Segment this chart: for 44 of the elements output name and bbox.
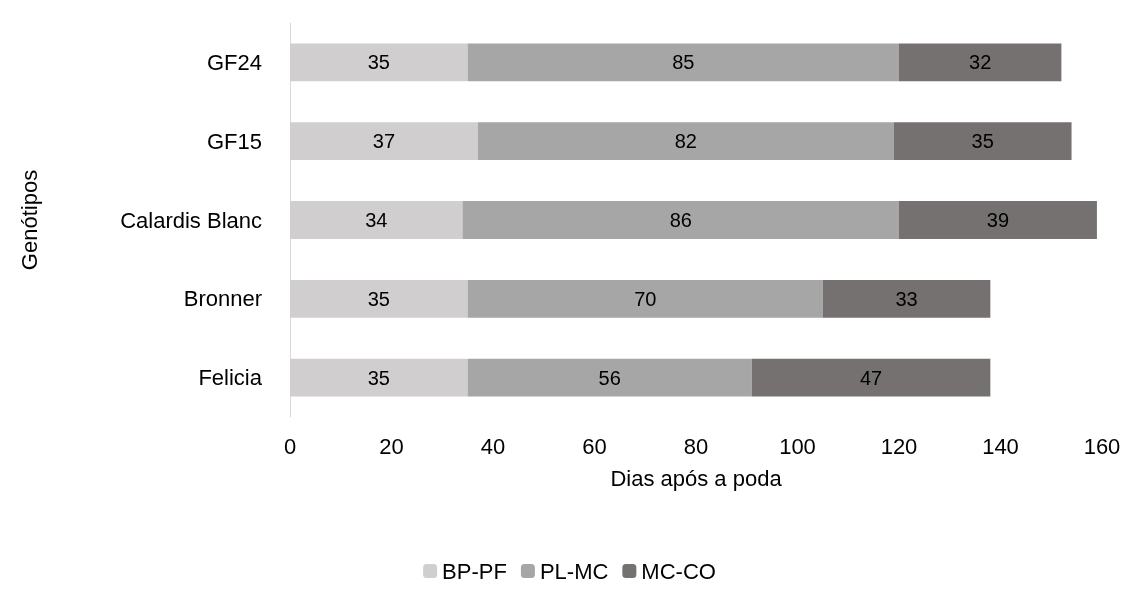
x-tick-label: 100 xyxy=(779,433,816,459)
data-label: 85 xyxy=(672,51,695,74)
x-tick-label: 120 xyxy=(880,433,918,459)
data-label: 82 xyxy=(674,130,697,153)
data-label: 34 xyxy=(365,209,388,231)
bar xyxy=(751,358,991,397)
bar xyxy=(467,279,823,318)
x-tick-label: 160 xyxy=(1083,433,1121,459)
data-label: 47 xyxy=(859,366,883,389)
data-label: 33 xyxy=(895,287,918,310)
x-tick-label: 80 xyxy=(683,433,709,459)
x-tick-label: 140 xyxy=(982,433,1019,459)
y-tick-label: Bronner xyxy=(183,286,262,312)
data-label: 56 xyxy=(598,366,621,389)
y-axis-title: Genótipos xyxy=(16,169,42,271)
bar xyxy=(477,122,894,161)
data-label: 70 xyxy=(634,287,657,310)
bar xyxy=(899,43,1062,82)
bar xyxy=(899,201,1097,239)
x-tick-label: 20 xyxy=(379,433,404,459)
x-tick-label: 0 xyxy=(283,433,297,459)
legend-label: MC-CO xyxy=(641,558,716,584)
bar xyxy=(822,279,991,318)
y-tick-label: Felicia xyxy=(198,365,263,391)
data-label: 39 xyxy=(986,209,1010,231)
bar xyxy=(462,201,899,239)
data-label: 35 xyxy=(367,366,390,389)
bar xyxy=(467,358,752,397)
data-label: 37 xyxy=(372,130,396,153)
x-axis-title: Dias após a poda xyxy=(610,465,783,491)
y-tick-label: Calardis Blanc xyxy=(120,207,262,233)
data-label: 32 xyxy=(969,51,992,74)
legend-label: PL-MC xyxy=(539,558,609,584)
data-label: 86 xyxy=(669,209,692,231)
data-label: 35 xyxy=(367,51,390,74)
legend-label: BP-PF xyxy=(442,558,507,584)
data-label: 35 xyxy=(971,130,994,153)
bar xyxy=(893,122,1072,161)
data-label: 35 xyxy=(367,287,390,310)
x-tick-label: 40 xyxy=(480,433,506,459)
y-tick-label: GF15 xyxy=(206,128,262,154)
y-tick-label: GF24 xyxy=(206,49,262,75)
bar xyxy=(467,43,899,82)
x-tick-label: 60 xyxy=(582,433,607,459)
